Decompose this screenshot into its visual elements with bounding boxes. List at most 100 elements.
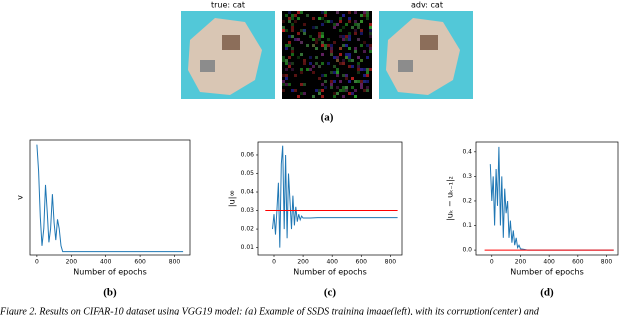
noise-pixel bbox=[369, 35, 372, 38]
noise-pixel bbox=[345, 74, 348, 77]
noise-pixel bbox=[288, 65, 291, 68]
noise-pixel bbox=[363, 80, 366, 83]
noise-pixel bbox=[285, 77, 288, 80]
noise-pixel bbox=[330, 50, 333, 53]
image-label: adv: cat bbox=[411, 1, 443, 10]
noise-pixel bbox=[342, 86, 345, 89]
noise-pixel bbox=[360, 59, 363, 62]
noise-pixel bbox=[330, 86, 333, 89]
noise-pixel bbox=[342, 59, 345, 62]
noise-pixel bbox=[321, 17, 324, 20]
noise-pixel bbox=[321, 44, 324, 47]
noise-pixel bbox=[291, 26, 294, 29]
noise-pixel bbox=[348, 92, 351, 95]
noise-pixel bbox=[285, 74, 288, 77]
noise-pixel bbox=[309, 35, 312, 38]
noise-pixel bbox=[348, 47, 351, 50]
noise-pixel bbox=[321, 23, 324, 26]
panel-label: (b) bbox=[103, 287, 117, 299]
noise-pixel bbox=[345, 56, 348, 59]
noise-pixel bbox=[345, 74, 348, 77]
noise-pixel bbox=[306, 14, 309, 17]
noise-pixel bbox=[339, 62, 342, 65]
noise-pixel bbox=[285, 44, 288, 47]
noise-pixel bbox=[321, 11, 324, 14]
noise-pixel bbox=[351, 92, 354, 95]
noise-pixel bbox=[363, 50, 366, 53]
noise-pixel bbox=[366, 71, 369, 74]
noise-pixel bbox=[291, 50, 294, 53]
noise-pixel bbox=[282, 89, 285, 92]
noise-pixel bbox=[291, 17, 294, 20]
noise-pixel bbox=[348, 17, 351, 20]
noise-pixel bbox=[318, 65, 321, 68]
noise-pixel bbox=[315, 56, 318, 59]
plot-frame bbox=[475, 141, 619, 256]
noise-pixel bbox=[357, 26, 360, 29]
x-tick-label: 800 bbox=[601, 259, 613, 266]
noise-pixel bbox=[336, 59, 339, 62]
noise-pixel bbox=[369, 29, 372, 32]
noise-pixel bbox=[303, 92, 306, 95]
noise-pixel bbox=[354, 50, 357, 53]
noise-pixel bbox=[348, 11, 351, 14]
noise-pixel bbox=[300, 11, 303, 14]
noise-pixel bbox=[285, 62, 288, 65]
noise-pixel bbox=[300, 92, 303, 95]
noise-pixel bbox=[291, 29, 294, 32]
noise-pixel bbox=[342, 26, 345, 29]
noise-pixel bbox=[360, 14, 363, 17]
noise-pixel bbox=[354, 20, 357, 23]
y-axis-label: |uₖ − uₖ₋₁|₂ bbox=[446, 176, 455, 221]
noise-pixel bbox=[336, 74, 339, 77]
noise-pixel bbox=[330, 71, 333, 74]
noise-pixel bbox=[357, 68, 360, 71]
noise-pixel bbox=[348, 80, 351, 83]
noise-pixel bbox=[336, 11, 339, 14]
data-line bbox=[36, 144, 184, 253]
noise-pixel bbox=[345, 23, 348, 26]
noise-pixel bbox=[339, 20, 342, 23]
noise-pixel bbox=[333, 26, 336, 29]
noise-pixel bbox=[348, 59, 351, 62]
noise-pixel bbox=[288, 17, 291, 20]
noise-pixel bbox=[294, 74, 297, 77]
x-axis-label: Number of epochs bbox=[73, 268, 146, 277]
noise-pixel bbox=[348, 35, 351, 38]
noise-pixel bbox=[354, 23, 357, 26]
noise-pixel bbox=[333, 23, 336, 26]
noise-pixel bbox=[354, 89, 357, 92]
noise-pixel bbox=[303, 59, 306, 62]
noise-pixel bbox=[303, 23, 306, 26]
noise-pixel bbox=[342, 74, 345, 77]
noise-pixel bbox=[303, 29, 306, 32]
x-tick-label: 0 bbox=[490, 259, 494, 266]
noise-pixel bbox=[285, 83, 288, 86]
noise-pixel bbox=[282, 59, 285, 62]
noise-pixel bbox=[330, 53, 333, 56]
noise-pixel bbox=[312, 71, 315, 74]
noise-pixel bbox=[324, 86, 327, 89]
noise-pixel bbox=[288, 62, 291, 65]
noise-pixel bbox=[330, 50, 333, 53]
noise-pixel bbox=[336, 56, 339, 59]
noise-pixel bbox=[312, 17, 315, 20]
noise-pixel bbox=[333, 56, 336, 59]
noise-pixel bbox=[282, 26, 285, 29]
noise-pixel bbox=[348, 65, 351, 68]
noise-pixel bbox=[282, 20, 285, 23]
noise-pixel bbox=[366, 17, 369, 20]
x-tick-label: 0 bbox=[35, 259, 39, 266]
noise-pixel bbox=[333, 80, 336, 83]
noise-pixel bbox=[300, 68, 303, 71]
noise-pixel bbox=[297, 32, 300, 35]
noise-pixel bbox=[351, 77, 354, 80]
noise-pixel bbox=[366, 68, 369, 71]
noise-pixel bbox=[312, 44, 315, 47]
noise-pixel bbox=[333, 95, 336, 98]
noise-pixel bbox=[327, 62, 330, 65]
noise-pixel bbox=[324, 47, 327, 50]
noise-pixel bbox=[369, 23, 372, 26]
x-tick-label: 0 bbox=[272, 259, 276, 266]
